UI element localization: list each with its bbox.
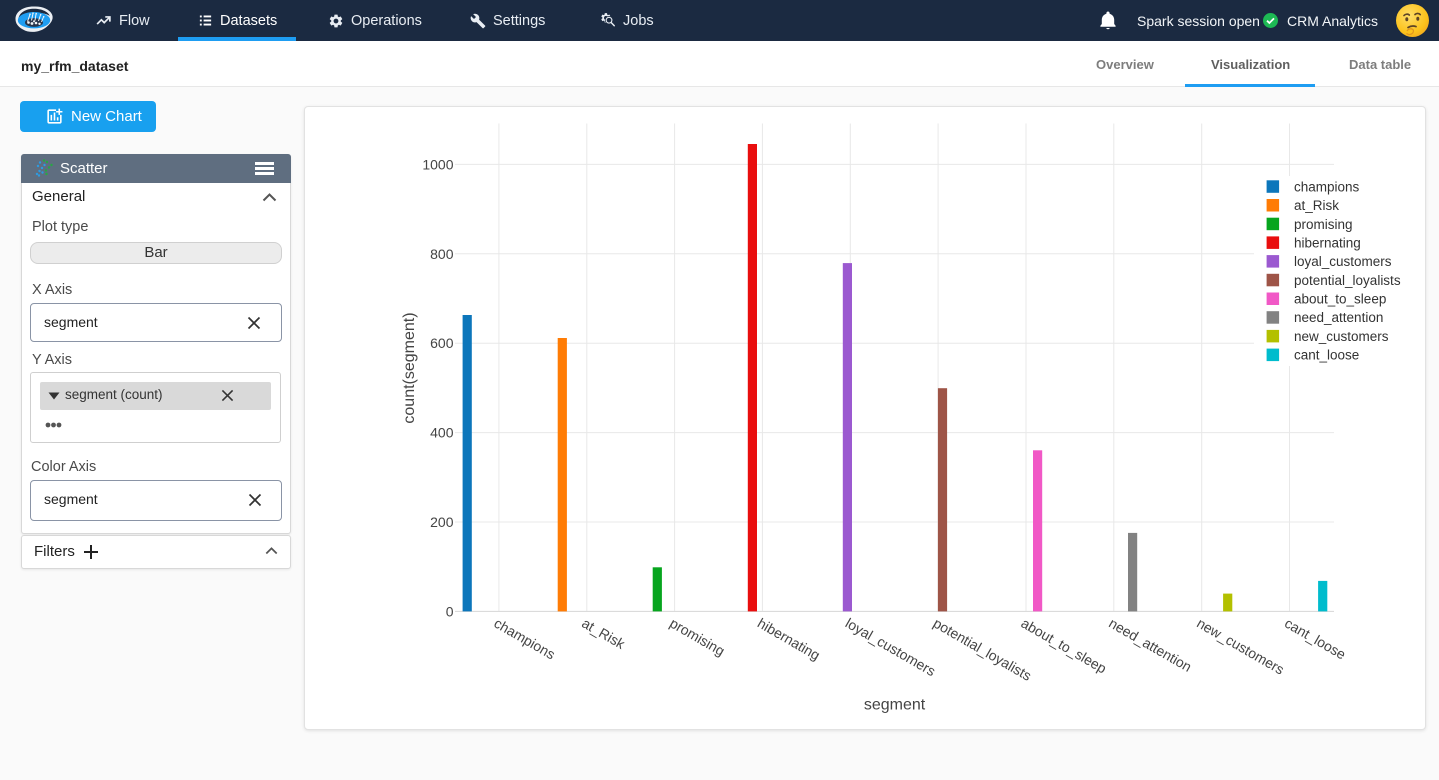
svg-text:loyal_customers: loyal_customers [1294,254,1392,269]
svg-text:at_Risk: at_Risk [1294,198,1339,213]
svg-text:promising: promising [1294,217,1353,232]
svg-text:400: 400 [430,425,454,441]
svg-text:at_Risk: at_Risk [579,615,628,653]
svg-text:hibernating: hibernating [755,615,823,663]
svg-text:cant_loose: cant_loose [1294,348,1359,363]
svg-text:0: 0 [446,603,454,619]
svg-text:count(segment): count(segment) [401,312,418,423]
svg-text:loyal_customers: loyal_customers [843,615,939,679]
svg-text:need_attention: need_attention [1294,310,1383,325]
svg-text:about_to_sleep: about_to_sleep [1294,292,1386,307]
svg-text:segment: segment [864,697,926,714]
svg-text:1000: 1000 [422,156,453,172]
svg-text:600: 600 [430,335,454,351]
svg-text:potential_loyalists: potential_loyalists [1294,273,1401,288]
svg-text:200: 200 [430,514,454,530]
svg-text:new_customers: new_customers [1294,329,1389,344]
svg-text:champions: champions [1294,179,1360,194]
svg-text:cant_loose: cant_loose [1282,615,1349,663]
svg-text:champions: champions [491,615,558,663]
svg-text:about_to_sleep: about_to_sleep [1019,615,1110,677]
svg-text:hibernating: hibernating [1294,236,1361,251]
svg-text:new_customers: new_customers [1194,615,1287,678]
svg-text:need_attention: need_attention [1106,615,1194,675]
svg-text:promising: promising [667,615,728,659]
svg-text:800: 800 [430,246,454,262]
svg-text:potential_loyalists: potential_loyalists [931,615,1035,684]
